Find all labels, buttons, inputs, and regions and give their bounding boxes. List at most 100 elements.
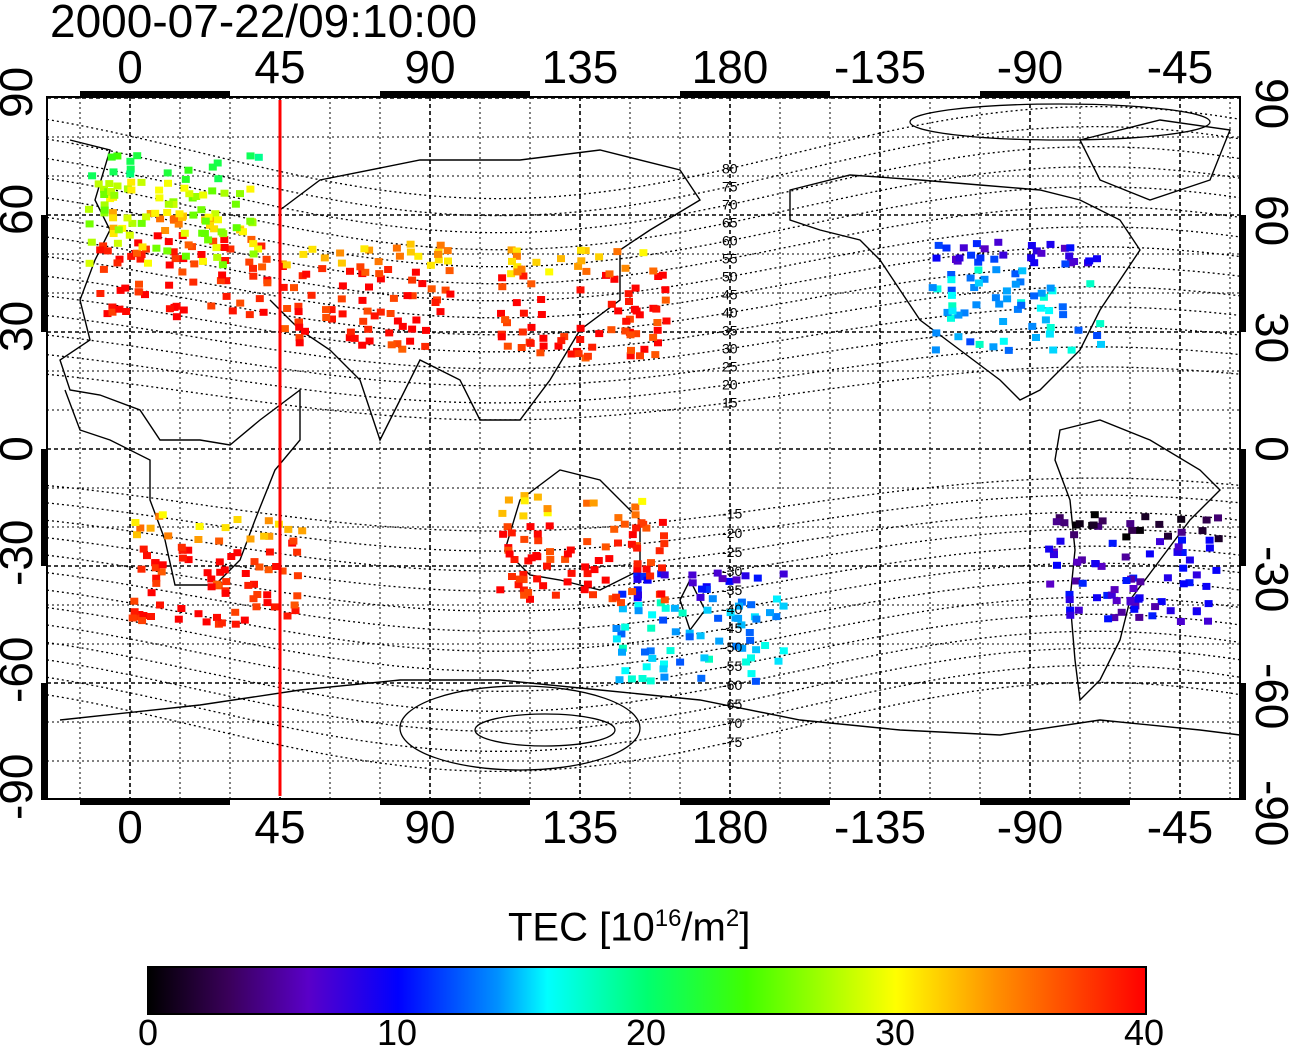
tec-cell	[128, 614, 137, 622]
tec-cell	[446, 290, 455, 298]
contour-label: -50	[722, 639, 742, 655]
tec-cell	[239, 228, 247, 236]
tec-cell	[713, 569, 722, 577]
tec-cell	[747, 601, 756, 609]
tec-cell	[254, 245, 263, 253]
tec-cell	[658, 564, 666, 572]
tec-cell	[1065, 590, 1074, 598]
tec-cell	[613, 248, 622, 256]
tec-cell	[583, 570, 592, 578]
tec-cell	[411, 268, 420, 276]
contour-line	[46, 647, 1240, 732]
tec-cell	[497, 309, 505, 317]
tec-cell	[216, 568, 225, 576]
tec-cell	[214, 216, 222, 224]
tec-cell	[389, 294, 398, 302]
tec-cell	[221, 257, 230, 264]
tec-cell	[155, 194, 164, 202]
tec-cell	[618, 648, 626, 656]
tec-cell	[577, 246, 585, 254]
tec-cell	[385, 329, 394, 337]
tec-cell	[627, 346, 635, 354]
tec-cell	[295, 318, 303, 326]
tec-cell	[436, 308, 445, 316]
tec-cell	[626, 352, 635, 360]
tec-cell	[85, 259, 94, 267]
tec-cell	[307, 291, 316, 299]
tec-cell	[265, 532, 274, 540]
tec-cell	[512, 252, 521, 260]
tec-cell	[308, 245, 317, 253]
tec-cell	[976, 254, 985, 262]
tec-cell	[612, 593, 621, 601]
tec-cell	[434, 250, 442, 258]
lon-tick-label: -45	[1146, 41, 1214, 93]
tec-cell	[113, 182, 122, 190]
contour-label: -70	[722, 715, 742, 731]
tec-cell	[954, 333, 963, 341]
tec-cell	[1016, 278, 1025, 286]
tec-cell	[980, 245, 989, 253]
tec-cell	[169, 215, 178, 223]
tec-cell	[414, 252, 423, 260]
tec-cell	[359, 317, 368, 325]
tec-cell	[192, 193, 201, 200]
tec-cell	[165, 305, 174, 313]
tec-cell	[943, 308, 952, 316]
tec-cell	[634, 607, 643, 615]
tec-cell	[1107, 591, 1116, 599]
tec-cell	[1117, 608, 1126, 616]
tec-cell	[614, 514, 623, 522]
tec-cell	[685, 633, 694, 641]
tec-cell	[967, 251, 976, 259]
tec-cell	[184, 546, 193, 554]
tec-cell	[421, 342, 430, 350]
tec-cell	[732, 642, 741, 650]
tec-cell	[1127, 575, 1136, 583]
tec-cell	[215, 537, 224, 545]
tec-cell	[615, 676, 624, 684]
tec-cell	[227, 553, 236, 560]
tec-cell	[519, 570, 528, 578]
contour-labels: 80 75 70 65 60 55 50 45 40 35 30 25 20 15 -15 -20 -25 -30…	[722, 161, 742, 751]
tec-cell	[626, 331, 635, 339]
tec-cell	[295, 323, 304, 331]
contour-line	[46, 166, 1240, 251]
tec-cell	[156, 215, 165, 223]
tec-cell	[527, 323, 536, 331]
tec-cell	[975, 340, 984, 348]
tec-cell	[738, 644, 747, 652]
tec-observations	[85, 152, 1223, 685]
tec-cell	[398, 322, 407, 330]
tec-cell	[561, 555, 570, 563]
tec-cell	[947, 291, 956, 299]
lat-tick-label: 60	[1246, 195, 1292, 247]
tec-cell	[1126, 596, 1135, 604]
coast-antarctica	[59, 679, 1241, 736]
lon-tick-label: 45	[254, 801, 306, 853]
tec-cell	[1049, 346, 1058, 354]
tec-cell	[1185, 579, 1194, 587]
frame-bar-right	[1240, 449, 1246, 566]
frame-bar-top	[980, 91, 1130, 97]
tec-cell	[510, 556, 519, 563]
tec-cell	[395, 252, 404, 260]
tec-cell	[630, 305, 639, 313]
tec-cell	[322, 314, 331, 321]
tec-cell	[726, 609, 735, 617]
contour-label: -40	[722, 601, 742, 617]
tec-cell	[1174, 543, 1183, 551]
contour-line	[46, 528, 1240, 592]
tec-cell	[375, 270, 384, 278]
tec-cell	[247, 235, 256, 243]
tec-cell	[386, 310, 395, 317]
tec-cell	[1028, 322, 1037, 330]
frame-bar-left	[41, 683, 47, 800]
contour-label: -20	[722, 525, 742, 541]
frame-bars	[41, 91, 1246, 805]
tec-cell	[99, 265, 108, 273]
tec-cell	[1011, 280, 1020, 288]
tec-cell	[632, 330, 641, 338]
tec-cell	[121, 284, 130, 292]
tec-cell	[1027, 242, 1036, 249]
